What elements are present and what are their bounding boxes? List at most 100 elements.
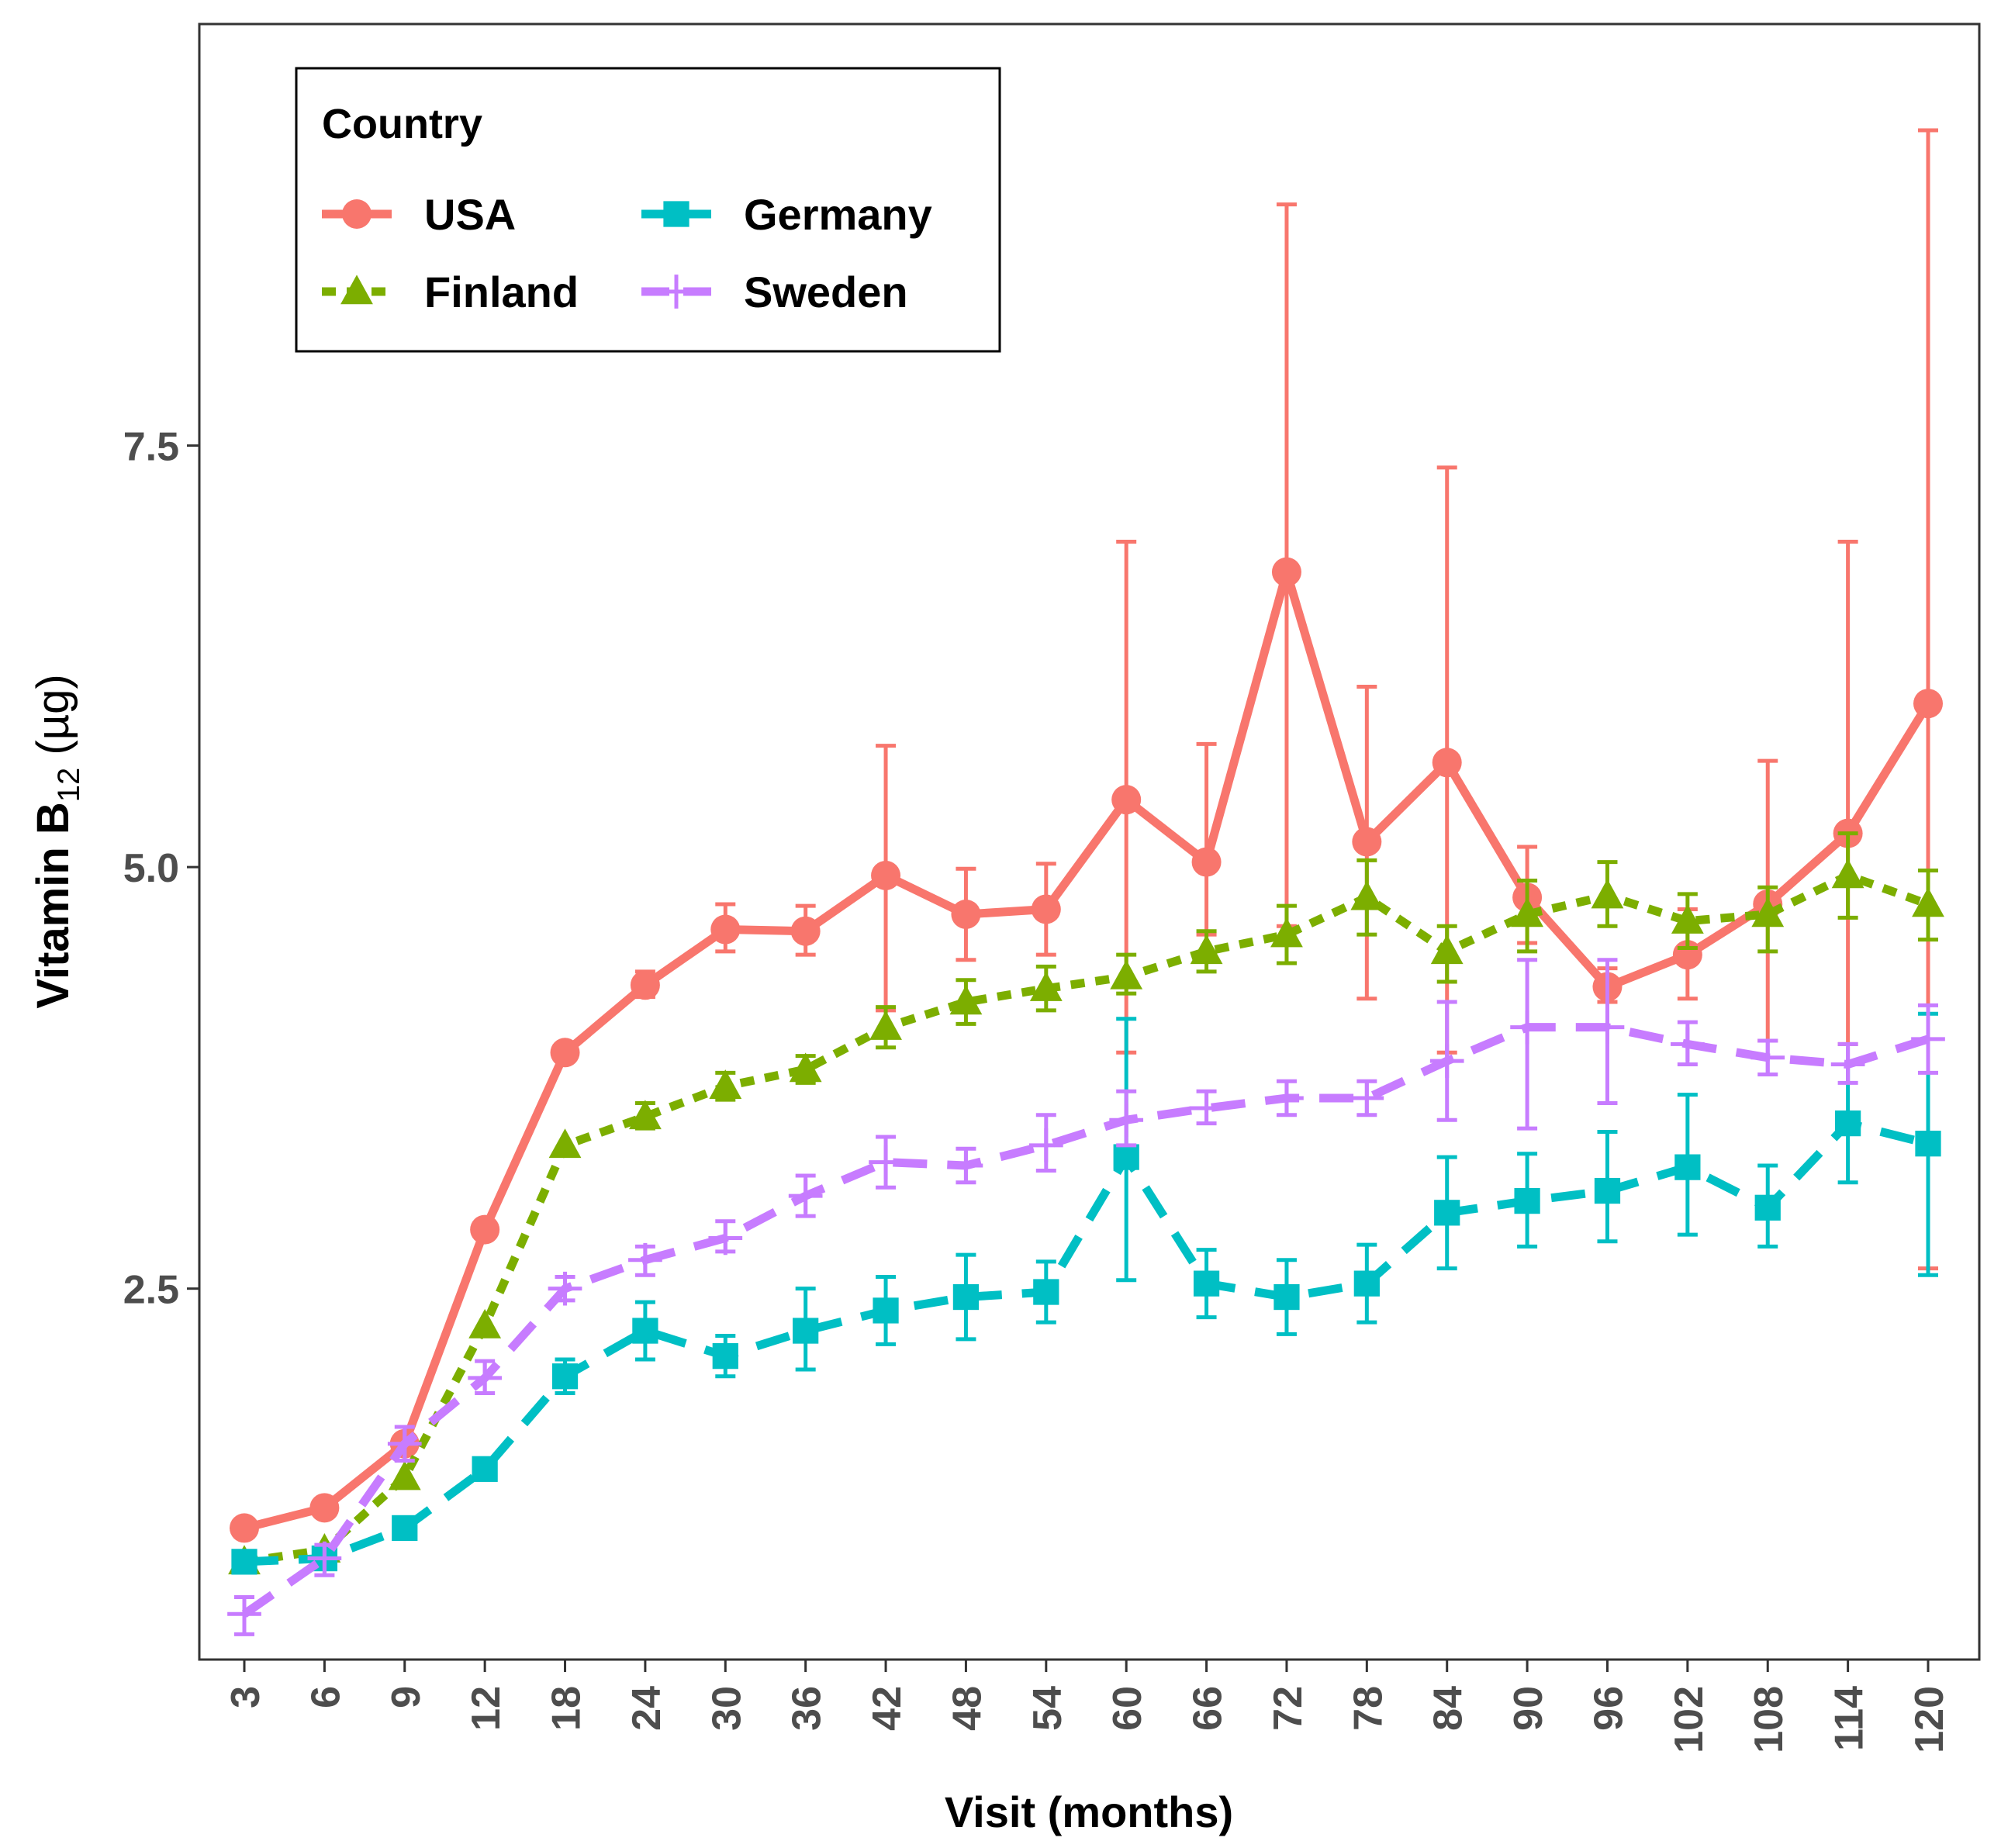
point-usa-60 <box>1111 785 1142 815</box>
point-germany-30 <box>712 1343 738 1370</box>
point-usa-3 <box>230 1513 259 1543</box>
point-usa-18 <box>550 1038 580 1068</box>
x-tick-label-17: 96 <box>1586 1686 1631 1731</box>
point-finland-90 <box>1511 897 1543 927</box>
x-tick-label-19: 108 <box>1747 1686 1792 1753</box>
point-finland-120 <box>1912 887 1944 917</box>
point-sweden-120 <box>1911 1022 1945 1056</box>
legend-marker-finland <box>340 275 373 305</box>
point-germany-54 <box>1033 1279 1059 1305</box>
x-tick-label-12: 66 <box>1186 1686 1231 1731</box>
point-finland-9 <box>388 1460 421 1490</box>
line-finland <box>244 871 1930 1566</box>
x-tick-label-7: 36 <box>785 1686 830 1731</box>
x-tick-label-10: 54 <box>1025 1686 1070 1731</box>
y-tick-label-0: 2.5 <box>123 1268 179 1313</box>
x-tick-label-6: 30 <box>704 1686 749 1731</box>
legend-title: Country <box>322 101 482 147</box>
y-tick-label-2: 7.5 <box>123 425 179 470</box>
point-usa-12 <box>470 1214 500 1245</box>
plot-panel-border <box>198 22 1981 1661</box>
point-germany-18 <box>551 1363 579 1390</box>
line-usa <box>243 568 1932 1532</box>
point-usa-24 <box>630 970 660 1000</box>
point-germany-84 <box>1434 1200 1460 1226</box>
x-tick-label-21: 120 <box>1907 1686 1952 1753</box>
point-sweden-3 <box>227 1597 261 1632</box>
point-finland-78 <box>1350 880 1384 910</box>
point-germany-90 <box>1514 1187 1540 1214</box>
legend-item-sweden: Sweden <box>641 268 908 316</box>
legend-marker-usa <box>342 199 372 229</box>
point-germany-102 <box>1674 1154 1701 1180</box>
axis-layer: 2.55.07.53 6 9 12 18 24 30 36 42 48 54 60 66 72 78 84 90… <box>123 425 1952 1753</box>
point-sweden-18 <box>548 1271 582 1306</box>
point-finland-96 <box>1591 879 1624 909</box>
line-germany <box>244 1119 1930 1566</box>
point-sweden-60 <box>1109 1103 1144 1138</box>
point-sweden-24 <box>628 1242 662 1277</box>
point-finland-60 <box>1110 959 1143 990</box>
x-tick-label-1: 6 <box>303 1686 348 1708</box>
legend-item-germany: Germany <box>641 190 932 239</box>
point-sweden-114 <box>1830 1047 1865 1082</box>
point-germany-114 <box>1834 1110 1861 1137</box>
y-axis-title-subscript: 12 <box>52 768 86 803</box>
point-germany-12 <box>472 1456 498 1482</box>
legend-marker-germany <box>663 201 689 227</box>
point-finland-12 <box>468 1308 502 1339</box>
point-germany-66 <box>1193 1270 1220 1297</box>
point-finland-84 <box>1430 934 1464 965</box>
point-finland-66 <box>1190 934 1223 965</box>
line-sweden <box>241 1023 1930 1618</box>
point-usa-72 <box>1271 557 1301 587</box>
point-usa-120 <box>1913 689 1943 719</box>
point-germany-72 <box>1274 1283 1300 1311</box>
legend-label-finland: Finland <box>424 268 579 316</box>
legend-item-usa: USA <box>322 190 516 239</box>
point-germany-9 <box>392 1515 418 1542</box>
x-tick-label-11: 60 <box>1105 1686 1150 1731</box>
point-usa-6 <box>309 1493 340 1523</box>
point-germany-108 <box>1754 1194 1781 1221</box>
point-sweden-78 <box>1350 1081 1384 1115</box>
series-sweden <box>227 958 1945 1636</box>
y-tick-label-1: 5.0 <box>123 846 179 891</box>
point-germany-96 <box>1594 1177 1621 1204</box>
point-sweden-72 <box>1270 1081 1304 1115</box>
x-tick-label-20: 114 <box>1827 1686 1872 1751</box>
x-tick-label-8: 42 <box>865 1686 910 1731</box>
point-germany-120 <box>1915 1131 1941 1157</box>
point-sweden-90 <box>1510 1010 1544 1045</box>
point-sweden-108 <box>1750 1040 1785 1075</box>
point-finland-48 <box>949 985 983 1015</box>
point-sweden-54 <box>1028 1128 1063 1162</box>
point-finland-18 <box>548 1128 582 1159</box>
point-sweden-66 <box>1189 1091 1224 1125</box>
x-tick-label-13: 72 <box>1266 1686 1311 1731</box>
point-germany-60 <box>1113 1144 1139 1170</box>
point-sweden-36 <box>788 1179 823 1213</box>
x-tick-label-18: 102 <box>1667 1686 1712 1753</box>
x-tick-label-9: 48 <box>945 1686 990 1731</box>
point-sweden-9 <box>387 1426 422 1461</box>
point-finland-54 <box>1029 971 1063 1001</box>
x-tick-label-3: 12 <box>464 1686 509 1731</box>
x-tick-label-4: 18 <box>544 1686 589 1731</box>
point-finland-102 <box>1671 904 1704 934</box>
point-germany-3 <box>231 1549 257 1575</box>
legend-label-sweden: Sweden <box>744 268 908 316</box>
point-germany-48 <box>952 1283 980 1311</box>
x-tick-label-5: 24 <box>624 1686 669 1731</box>
point-finland-24 <box>629 1100 662 1130</box>
x-tick-label-15: 84 <box>1426 1686 1471 1731</box>
series-layer <box>227 128 1945 1636</box>
legend-item-finland: Finland <box>322 268 579 316</box>
point-sweden-42 <box>869 1145 903 1180</box>
point-germany-78 <box>1353 1270 1380 1297</box>
point-finland-30 <box>709 1069 742 1100</box>
point-sweden-6 <box>307 1541 342 1576</box>
legend-label-usa: USA <box>424 190 516 239</box>
point-usa-42 <box>871 860 901 890</box>
point-usa-48 <box>951 899 981 929</box>
